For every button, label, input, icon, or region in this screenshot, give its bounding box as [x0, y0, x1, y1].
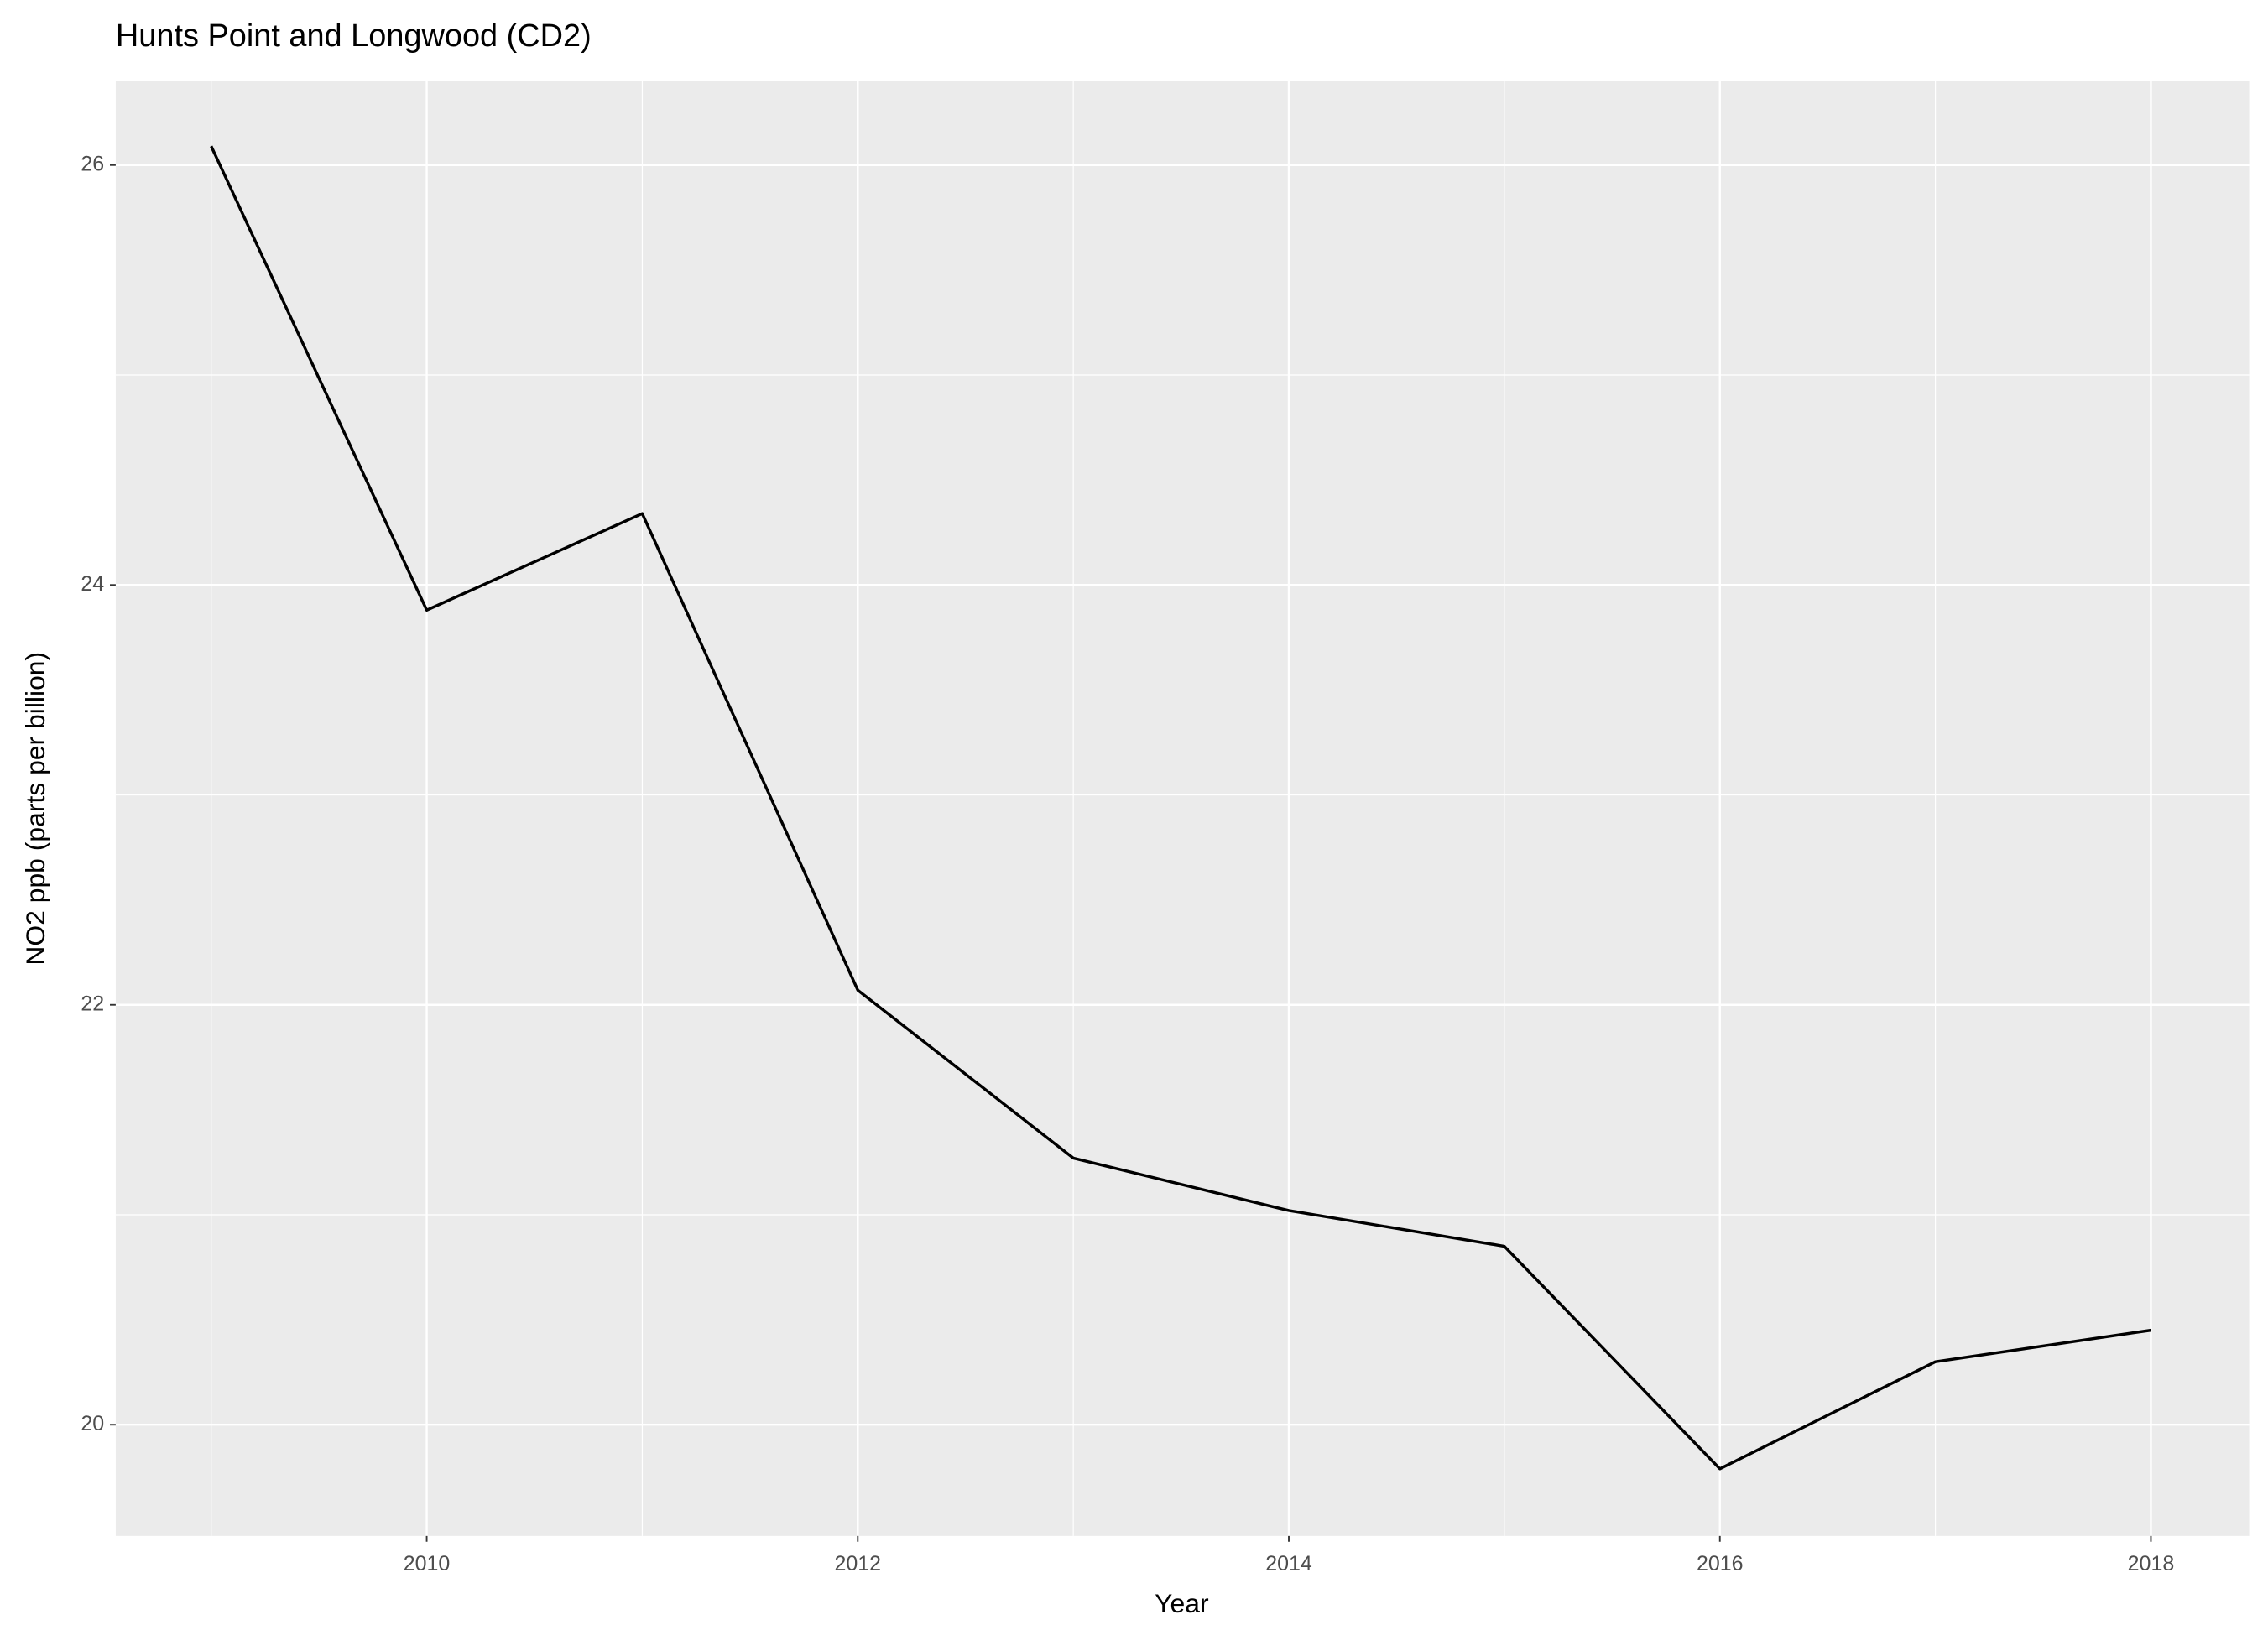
- y-tick-label: 20: [81, 1412, 104, 1435]
- plot-panel: [115, 81, 2250, 1536]
- x-tick-label: 2018: [2128, 1552, 2175, 1576]
- x-tick-label: 2010: [404, 1552, 451, 1576]
- y-tick-label: 24: [81, 572, 104, 596]
- x-tick-label: 2012: [834, 1552, 881, 1576]
- x-tick-label: 2014: [1265, 1552, 1312, 1576]
- x-axis-title: Year: [1155, 1588, 1209, 1618]
- data-line: [210, 145, 2151, 1471]
- x-tick-label: 2016: [1697, 1552, 1744, 1576]
- y-tick-label: 26: [81, 152, 104, 175]
- y-axis-title: NO2 ppb (parts per billion): [20, 652, 50, 966]
- y-tick-label: 22: [81, 992, 104, 1015]
- chart-title: Hunts Point and Longwood (CD2): [116, 18, 592, 54]
